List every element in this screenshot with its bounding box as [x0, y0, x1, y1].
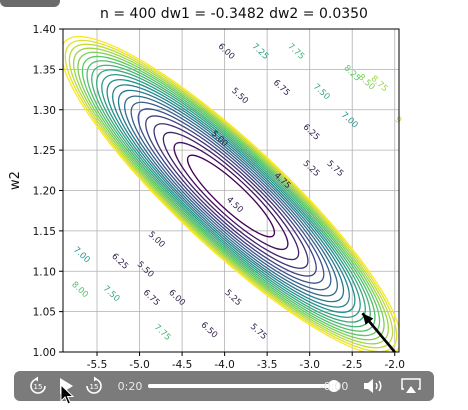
- progress-scrubber[interactable]: [148, 380, 340, 392]
- airplay-button[interactable]: [397, 371, 425, 401]
- x-tick-label: -2.0: [384, 359, 405, 371]
- x-tick-label: -2.5: [342, 359, 363, 371]
- x-tick-label: -3.0: [299, 359, 320, 371]
- mouse-cursor-icon: [60, 384, 74, 405]
- contour-line: [106, 79, 356, 313]
- rewind-seconds: 15: [34, 383, 43, 391]
- contour-line: [173, 141, 289, 251]
- contour-line: [186, 154, 276, 238]
- contour-line: [130, 101, 332, 291]
- time-elapsed: 0:20: [117, 379, 143, 393]
- y-tick-label: 1.30: [33, 105, 56, 117]
- contour-line: [112, 84, 350, 308]
- contour-line: [86, 60, 376, 332]
- airplay-icon: [401, 378, 421, 393]
- y-tick-label: 1.25: [33, 145, 56, 157]
- x-tick-label: -5.5: [87, 359, 108, 371]
- y-tick-label: 1.05: [33, 307, 56, 319]
- time-remaining: -0:00: [319, 379, 349, 393]
- gradient-arrow: [361, 312, 396, 353]
- volume-button[interactable]: [360, 371, 388, 401]
- y-tick-label: 1.20: [33, 186, 56, 198]
- y-axis-ticks: 1.00 1.05 1.10 1.15 1.20 1.25 1.30 1.35 1.40: [33, 24, 63, 359]
- plot-title: n = 400 dw1 = -0.3482 dw2 = 0.0350: [100, 6, 368, 22]
- top-bar: [0, 0, 60, 7]
- contour-lines: [63, 35, 399, 352]
- progress-fill: [148, 384, 334, 388]
- contour-label: 9: [392, 115, 403, 126]
- contour-line: [153, 123, 309, 269]
- rewind-15-button[interactable]: 15: [26, 371, 50, 401]
- y-tick-label: 1.15: [33, 226, 56, 238]
- contour-line: [117, 89, 345, 303]
- x-axis-ticks: -5.5 -5.0 -4.5 -4.0 -3.5 -3.0 -2.5 -2.0: [87, 352, 405, 371]
- y-tick-label: 1.10: [33, 266, 56, 278]
- contour-line: [63, 35, 399, 352]
- scrubber-knob[interactable]: [328, 380, 340, 392]
- video-controls: 15 15 0:20 -0:00: [14, 371, 434, 401]
- contour-line: [162, 131, 300, 261]
- contour-line: [124, 95, 338, 297]
- forward-15-button[interactable]: 15: [82, 371, 106, 401]
- x-tick-label: -5.0: [129, 359, 150, 371]
- contour-line: [64, 39, 398, 352]
- forward-seconds: 15: [90, 383, 99, 391]
- y-tick-label: 1.35: [33, 64, 56, 76]
- volume-icon: [364, 379, 382, 393]
- y-tick-label: 1.40: [33, 24, 56, 36]
- arrow-head: [362, 313, 374, 325]
- contour-line: [101, 74, 361, 318]
- x-tick-label: -4.0: [214, 359, 235, 371]
- rewind-15-icon: 15: [30, 376, 46, 394]
- x-tick-label: -4.5: [172, 359, 193, 371]
- contour-line: [137, 108, 325, 284]
- y-tick-label: 1.00: [33, 347, 56, 359]
- forward-15-icon: 15: [86, 376, 102, 394]
- contour-line: [96, 69, 366, 323]
- contour-line: [145, 115, 317, 277]
- x-tick-label: -3.5: [257, 359, 278, 371]
